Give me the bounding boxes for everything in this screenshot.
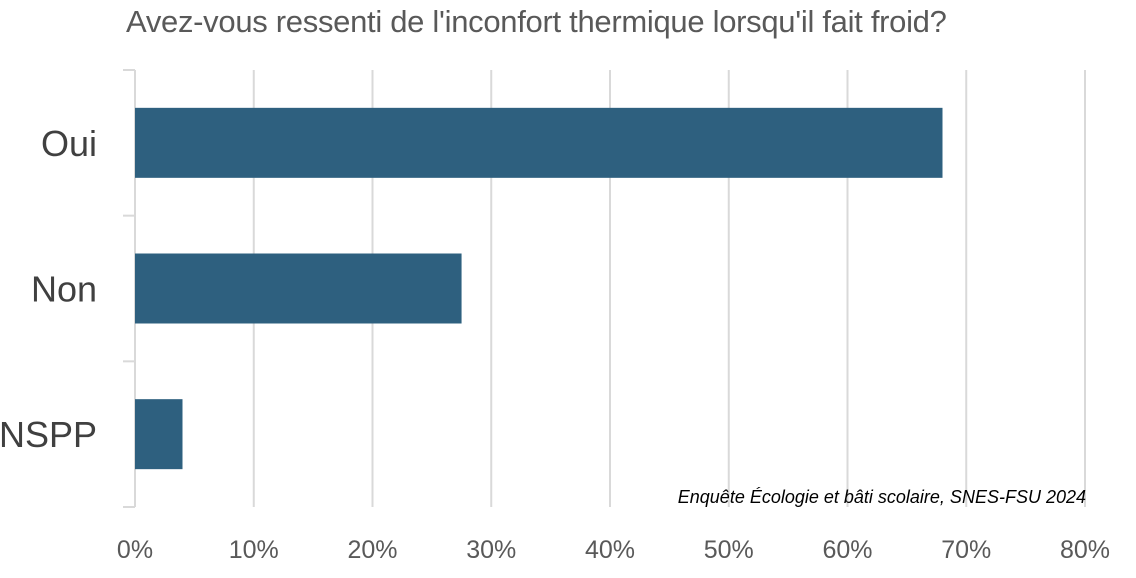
bar-nspp [135,399,183,470]
x-tick-label: 40% [585,536,635,564]
category-label: Oui [41,123,97,164]
x-tick-label: 50% [704,536,754,564]
chart-title: Avez-vous ressenti de l'inconfort thermi… [126,4,947,39]
x-tick-label: 10% [229,536,279,564]
x-tick-label: 80% [1060,536,1110,564]
x-tick-label: 20% [347,536,397,564]
bar-non [135,253,462,324]
x-tick-label: 70% [941,536,991,564]
category-label: Non [31,269,97,310]
x-tick-labels: 0% 10% 20% 30% 40% 50% 60% 70% 80% [117,536,1110,564]
x-tick-label: 30% [466,536,516,564]
source-annotation: Enquête Écologie et bâti scolaire, SNES-… [677,487,1086,507]
x-tick-label: 60% [822,536,872,564]
bars [135,107,943,470]
category-label: NSPP [0,414,97,455]
bar-oui [135,107,943,178]
x-tick-label: 0% [117,536,153,564]
category-axis [123,69,136,508]
category-labels: Oui Non NSPP [0,123,97,455]
